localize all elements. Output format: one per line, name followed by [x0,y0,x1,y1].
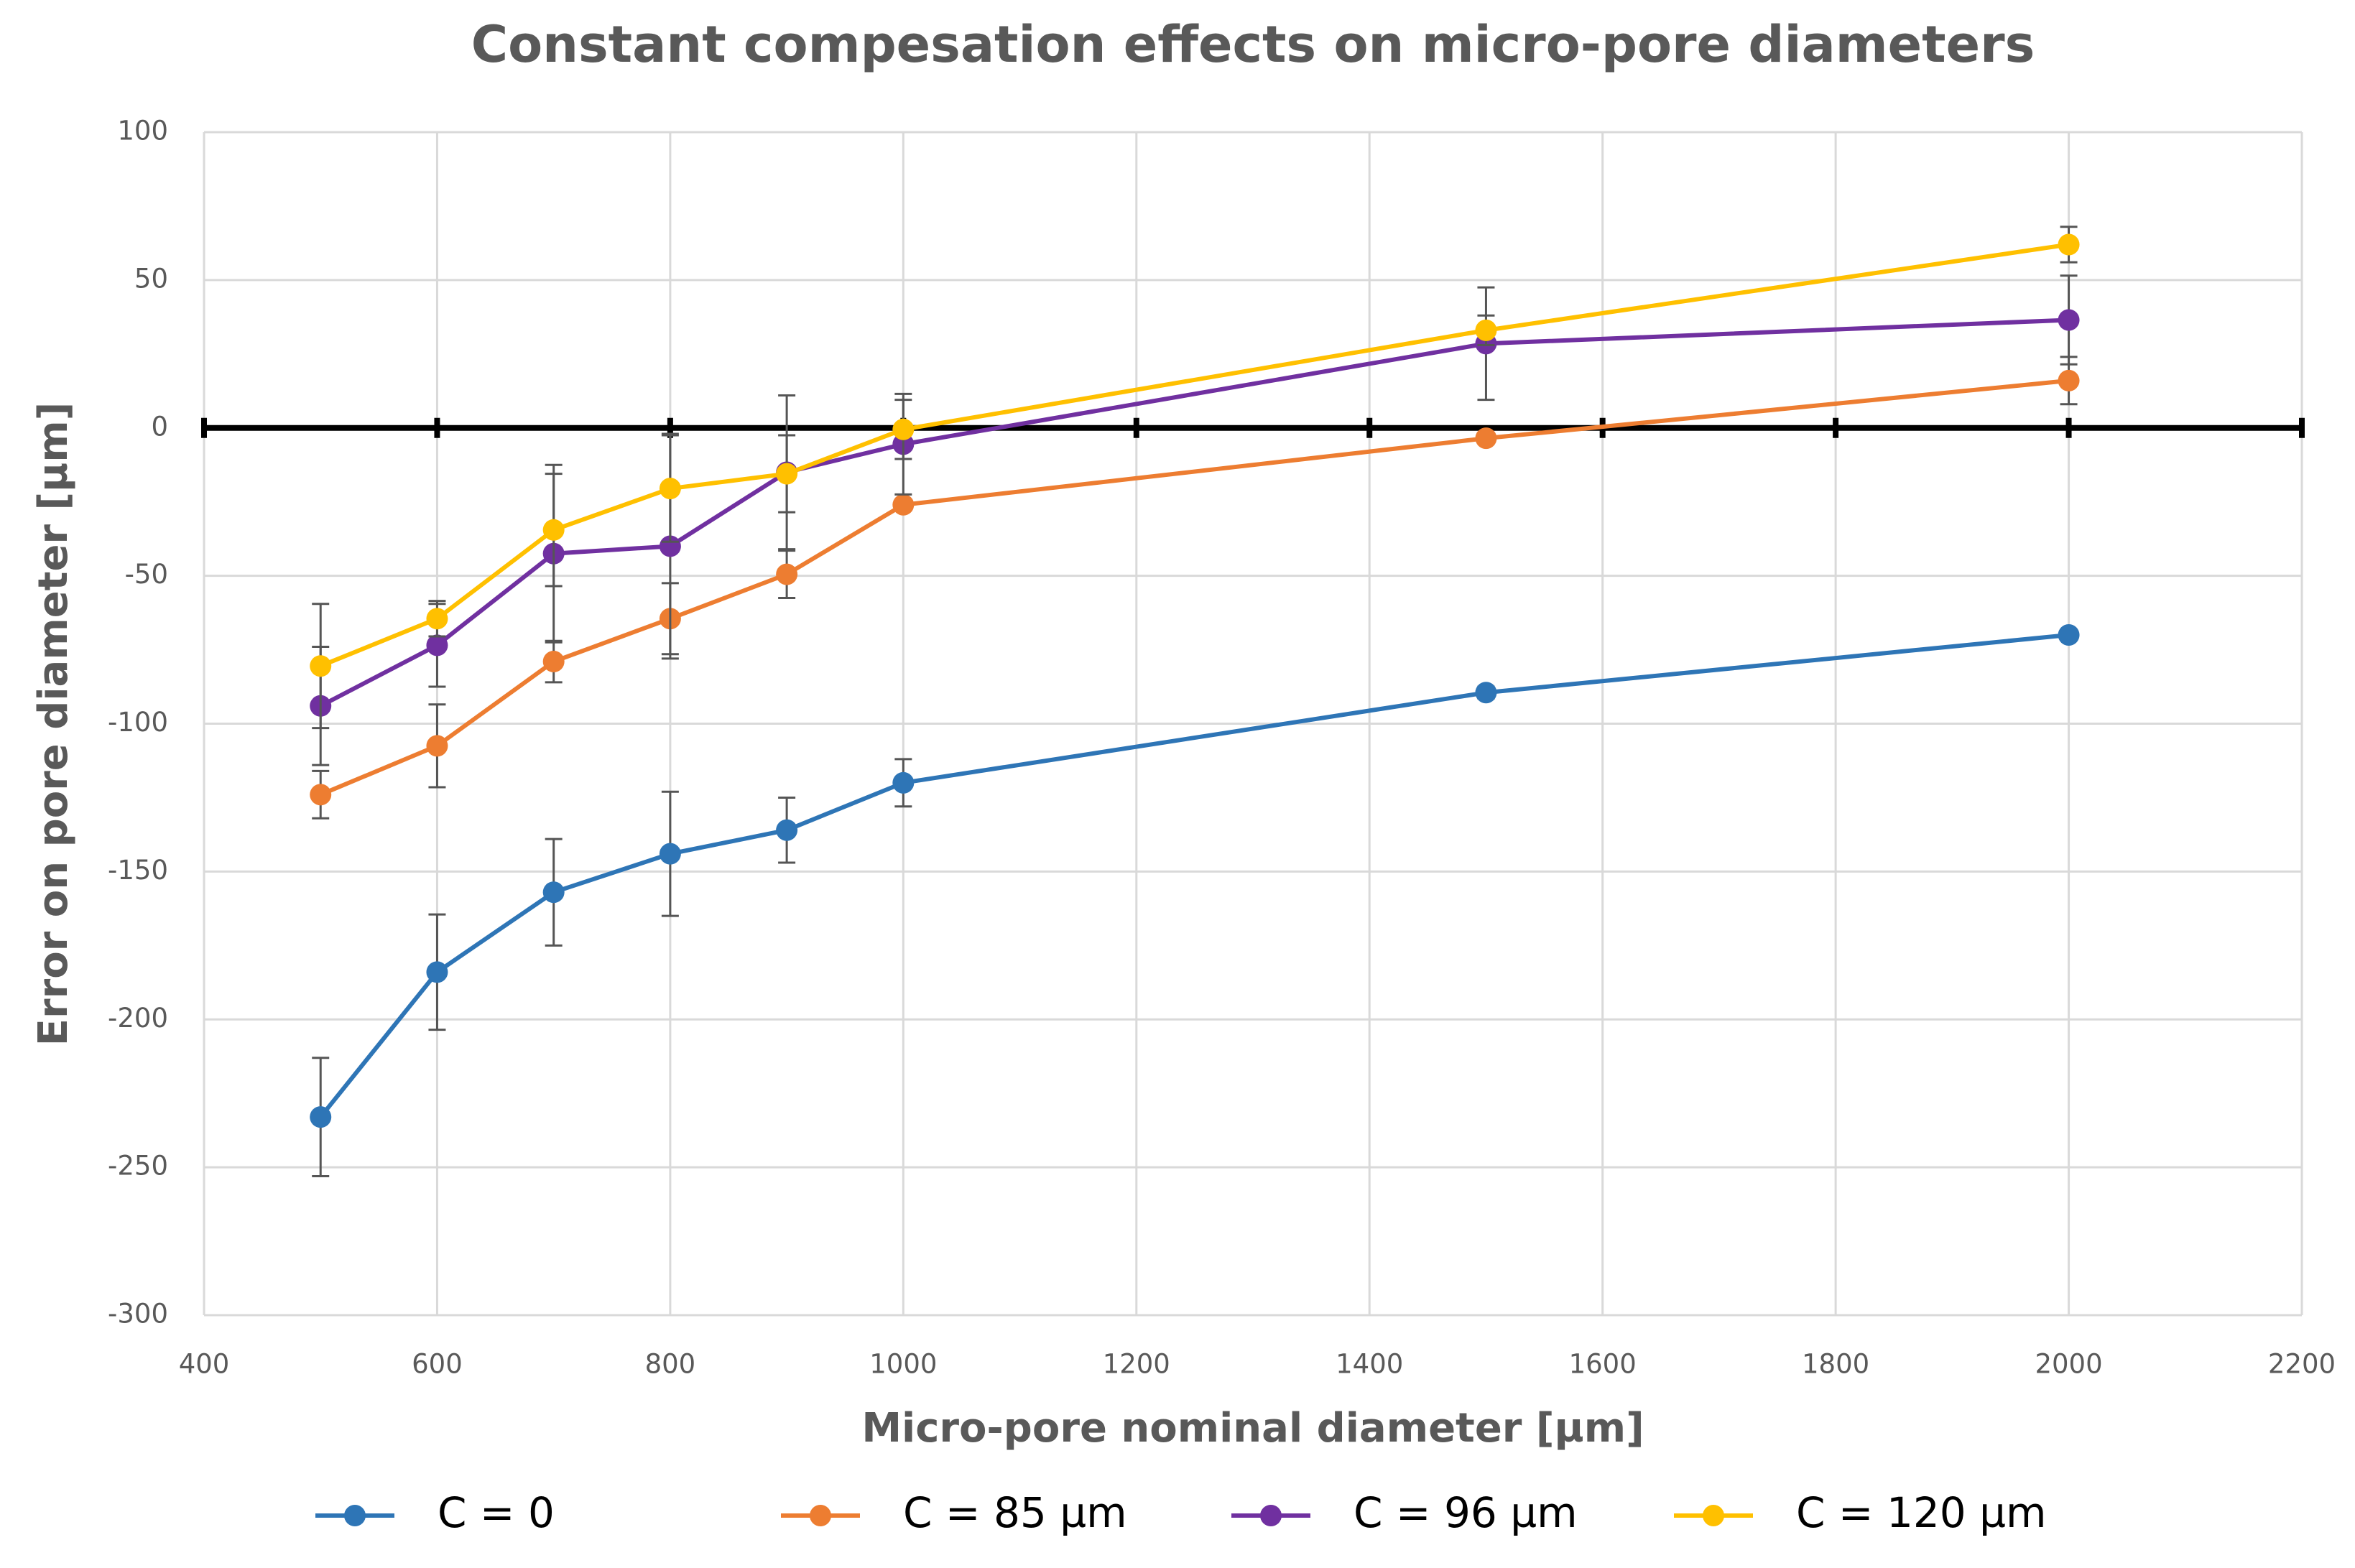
legend-label: C = 120 µm [1796,1488,2047,1537]
data-point [2058,369,2080,391]
x-tick-label: 1800 [1802,1349,1869,1380]
data-point [310,784,332,806]
data-point [542,881,565,904]
data-point [426,634,448,657]
y-tick-label: 50 [134,263,168,294]
data-point [542,651,565,673]
x-tick-label: 400 [179,1349,230,1380]
x-tick-label: 800 [645,1349,696,1380]
x-tick-label: 1000 [869,1349,937,1380]
legend-label: C = 96 µm [1354,1488,1578,1537]
legend-marker [810,1505,831,1526]
data-point [310,655,332,677]
x-tick-label: 2000 [2035,1349,2102,1380]
y-tick-label: -150 [108,855,168,886]
y-tick-label: -200 [108,1003,168,1034]
x-tick-label: 1400 [1336,1349,1403,1380]
y-tick-label: -300 [108,1299,168,1330]
data-point [659,843,681,865]
data-point [542,519,565,541]
series-line [319,317,2069,708]
data-point [1475,427,1497,450]
series-line [320,242,2069,668]
y-tick-label: 0 [151,411,168,442]
data-point [659,478,681,500]
data-point [776,819,798,841]
data-point [310,1106,332,1128]
series-line [318,632,2069,1119]
chart-title: Constant compesation effects on micro-po… [471,15,2035,74]
x-tick-label: 1600 [1569,1349,1637,1380]
data-point [892,418,915,440]
data-point [776,563,798,585]
data-point [892,493,915,516]
data-point [426,735,448,757]
y-axis-label: Error on pore diameter [µm] [30,402,77,1047]
data-point [2058,233,2080,256]
data-point [892,771,915,794]
legend-marker [1260,1505,1282,1526]
data-point [776,463,798,485]
y-tick-label: -50 [125,559,168,590]
x-tick-label: 600 [412,1349,463,1380]
legend-label: C = 0 [438,1488,555,1537]
x-tick-label: 1200 [1103,1349,1170,1380]
data-point [1475,319,1497,341]
y-tick-label: -100 [108,707,168,738]
y-tick-label: -250 [108,1151,168,1182]
data-point [426,608,448,630]
legend-marker [344,1505,366,1526]
legend-marker [1703,1505,1724,1526]
y-tick-label: 100 [117,116,168,147]
data-point [2058,309,2080,331]
data-point [1475,682,1497,704]
data-point [2058,623,2080,646]
series-line [320,378,2069,797]
x-tick-label: 2200 [2268,1349,2336,1380]
legend-label: C = 85 µm [903,1488,1127,1537]
x-axis-label: Micro-pore nominal diameter [µm] [861,1405,1644,1452]
data-point [426,961,448,983]
